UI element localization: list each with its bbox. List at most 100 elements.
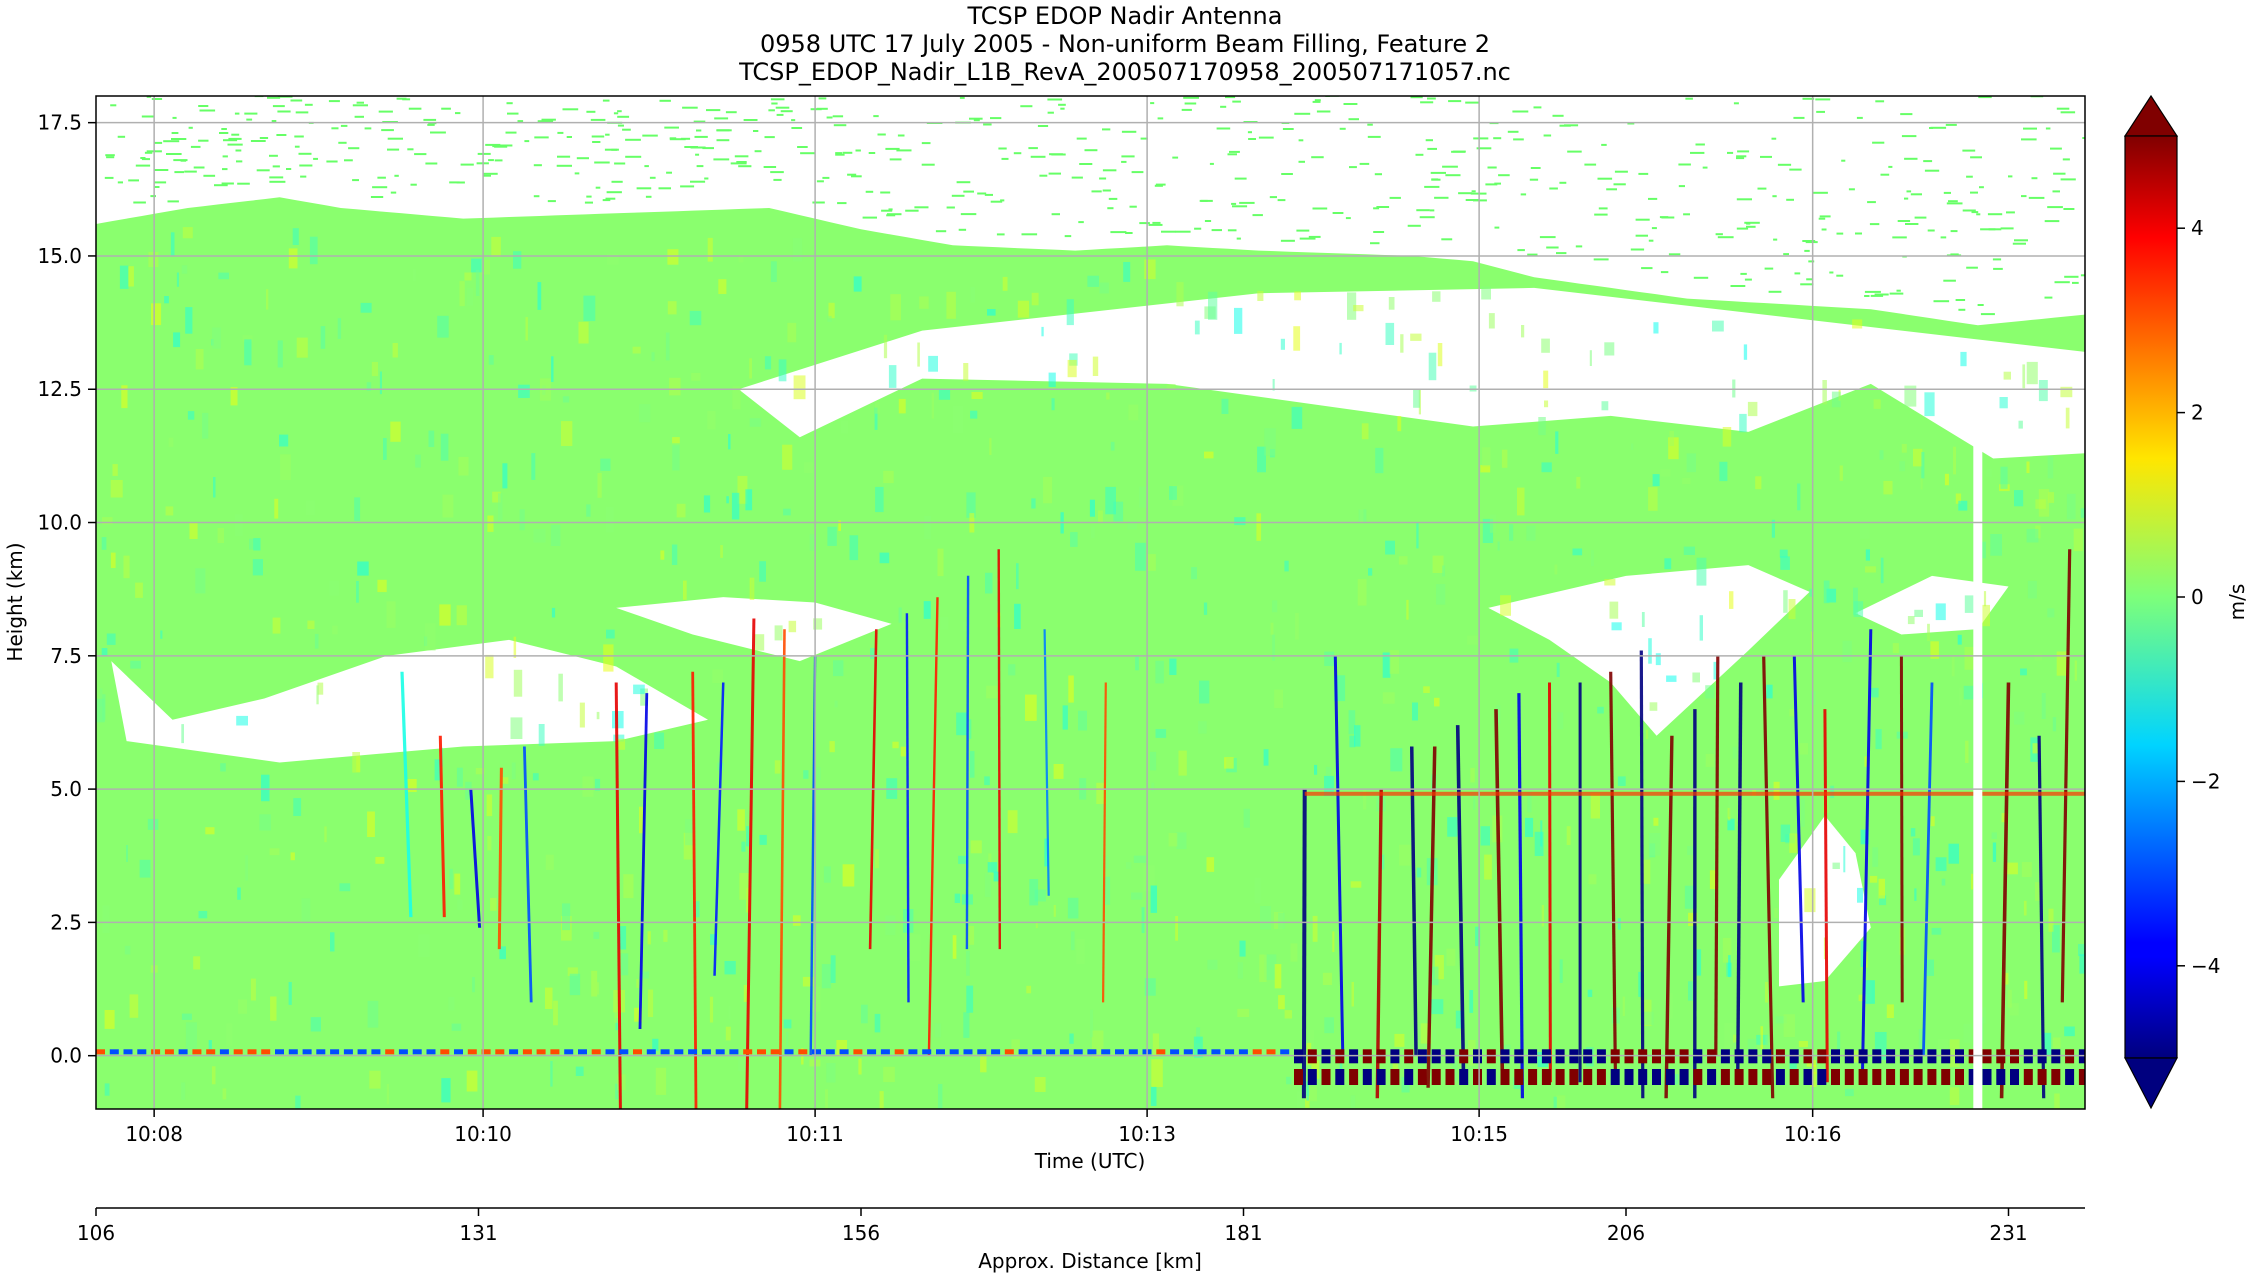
texture-speckle xyxy=(737,475,748,504)
texture-speckle xyxy=(1527,791,1532,813)
texture-speckle xyxy=(1175,916,1178,941)
noise-speckle xyxy=(617,124,624,127)
noise-speckle xyxy=(1955,299,1966,301)
surface-echo xyxy=(1583,1069,1593,1085)
noise-speckle xyxy=(1507,130,1519,133)
noise-speckle xyxy=(716,129,730,132)
texture-speckle xyxy=(181,1013,192,1020)
texture-speckle xyxy=(1096,782,1107,804)
surface-echo xyxy=(894,1049,904,1055)
noise-speckle xyxy=(770,171,784,174)
texture-speckle xyxy=(579,702,585,728)
noise-speckle xyxy=(1660,271,1669,274)
y-tick-label: 10.0 xyxy=(37,511,82,535)
noise-speckle xyxy=(315,93,321,95)
texture-speckle xyxy=(2048,492,2055,503)
texture-speckle xyxy=(1541,462,1552,473)
noise-speckle xyxy=(566,136,572,138)
texture-speckle xyxy=(809,534,817,551)
texture-speckle xyxy=(586,504,591,517)
noise-speckle xyxy=(1802,240,1816,242)
texture-speckle xyxy=(1799,743,1809,755)
surface-echo xyxy=(1032,1049,1042,1055)
velocity-streak xyxy=(400,671,413,918)
noise-speckle xyxy=(1914,216,1927,219)
noise-speckle xyxy=(113,93,119,95)
texture-speckle xyxy=(969,751,975,778)
noise-speckle xyxy=(1416,209,1430,212)
noise-speckle xyxy=(102,91,112,93)
noise-speckle xyxy=(1453,150,1466,153)
noise-speckle xyxy=(1494,182,1501,185)
noise-speckle xyxy=(1076,137,1087,140)
texture-speckle xyxy=(1334,675,1346,702)
surface-echo xyxy=(178,1049,188,1055)
noise-speckle xyxy=(851,175,862,178)
texture-speckle xyxy=(1924,392,1935,417)
noise-speckle xyxy=(221,182,234,185)
texture-speckle xyxy=(2024,980,2028,999)
texture-speckle xyxy=(1141,907,1145,933)
texture-speckle xyxy=(802,976,814,987)
surface-echo xyxy=(798,1049,808,1055)
texture-speckle xyxy=(1733,1034,1737,1043)
surface-echo xyxy=(288,1049,298,1055)
texture-speckle xyxy=(1576,476,1581,489)
texture-speckle xyxy=(1683,546,1695,555)
texture-speckle xyxy=(195,349,204,370)
texture-speckle xyxy=(1280,338,1285,350)
texture-speckle xyxy=(1067,359,1077,378)
texture-speckle xyxy=(185,1022,197,1050)
colorbar-tick-label: 4 xyxy=(2191,216,2204,240)
texture-speckle xyxy=(1666,675,1677,682)
texture-speckle xyxy=(654,732,665,749)
surface-echo xyxy=(1294,1069,1303,1085)
texture-speckle xyxy=(814,767,821,780)
texture-speckle xyxy=(1309,1030,1315,1057)
surface-echo xyxy=(949,1049,959,1055)
texture-speckle xyxy=(1070,532,1078,547)
texture-speckle xyxy=(1048,372,1056,387)
noise-speckle xyxy=(1441,238,1453,241)
texture-speckle xyxy=(600,458,611,471)
texture-speckle xyxy=(778,359,787,382)
velocity-streak xyxy=(469,789,482,928)
noise-speckle xyxy=(167,200,179,203)
noise-speckle xyxy=(1802,97,1815,100)
noise-speckle xyxy=(946,206,955,209)
texture-speckle xyxy=(1388,297,1395,310)
noise-speckle xyxy=(557,131,564,134)
noise-speckle xyxy=(1512,110,1529,113)
texture-speckle xyxy=(1260,906,1271,930)
texture-speckle xyxy=(1026,985,1032,994)
noise-speckle xyxy=(1389,196,1401,199)
noise-speckle xyxy=(1668,253,1681,256)
texture-speckle xyxy=(663,929,668,942)
texture-speckle xyxy=(292,228,299,245)
noise-speckle xyxy=(1744,278,1752,281)
texture-speckle xyxy=(1484,854,1492,880)
noise-speckle xyxy=(1695,143,1705,146)
noise-speckle xyxy=(669,137,677,140)
texture-speckle xyxy=(1397,416,1402,432)
noise-speckle xyxy=(105,154,115,157)
noise-speckle xyxy=(140,157,146,159)
surface-echo xyxy=(757,1049,766,1055)
noise-speckle xyxy=(617,115,630,118)
texture-speckle xyxy=(1099,282,1109,294)
surface-echo xyxy=(1817,1069,1827,1085)
texture-speckle xyxy=(1368,568,1373,576)
texture-speckle xyxy=(1254,877,1261,904)
texture-speckle xyxy=(176,272,179,287)
surface-echo xyxy=(247,1049,257,1055)
texture-speckle xyxy=(1264,428,1276,456)
texture-speckle xyxy=(1106,392,1110,400)
texture-speckle xyxy=(123,555,130,579)
noise-speckle xyxy=(295,111,309,114)
texture-speckle xyxy=(603,644,614,672)
noise-speckle xyxy=(387,137,403,140)
texture-speckle xyxy=(1880,557,1884,584)
texture-speckle xyxy=(813,618,823,630)
noise-speckle xyxy=(1564,124,1579,127)
